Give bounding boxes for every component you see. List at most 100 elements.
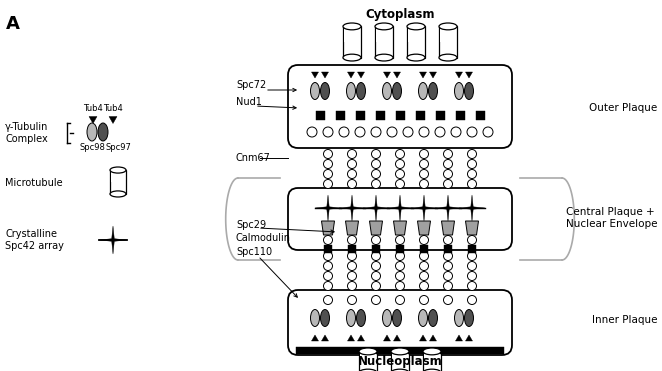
Circle shape <box>483 127 493 137</box>
Bar <box>439 26 457 58</box>
Polygon shape <box>312 335 318 341</box>
Circle shape <box>348 252 357 260</box>
Bar <box>110 170 126 194</box>
Circle shape <box>324 150 332 158</box>
Bar <box>348 245 356 253</box>
Bar <box>436 111 444 119</box>
Circle shape <box>395 272 404 280</box>
Polygon shape <box>435 195 461 221</box>
Circle shape <box>371 272 381 280</box>
Bar <box>296 347 504 354</box>
Circle shape <box>323 127 333 137</box>
Circle shape <box>371 180 381 188</box>
Circle shape <box>339 127 349 137</box>
Circle shape <box>467 262 477 270</box>
Circle shape <box>467 170 477 178</box>
Polygon shape <box>339 195 365 221</box>
Ellipse shape <box>455 309 463 326</box>
Text: Tub4: Tub4 <box>103 104 123 113</box>
Circle shape <box>395 295 404 305</box>
Circle shape <box>444 150 453 158</box>
Circle shape <box>395 160 404 168</box>
Bar <box>344 26 361 42</box>
Text: Nucleoplasm: Nucleoplasm <box>357 355 442 368</box>
Polygon shape <box>393 72 401 78</box>
Polygon shape <box>442 221 455 235</box>
Circle shape <box>355 127 365 137</box>
Circle shape <box>348 295 357 305</box>
Circle shape <box>419 127 429 137</box>
Polygon shape <box>99 226 127 254</box>
Circle shape <box>467 295 477 305</box>
Polygon shape <box>455 335 463 341</box>
Ellipse shape <box>439 54 457 61</box>
Ellipse shape <box>310 82 320 99</box>
Ellipse shape <box>343 54 361 61</box>
Polygon shape <box>411 195 437 221</box>
Circle shape <box>420 170 428 178</box>
Text: Crystalline
Spc42 array: Crystalline Spc42 array <box>5 229 64 251</box>
Circle shape <box>444 282 453 290</box>
Circle shape <box>387 127 397 137</box>
Circle shape <box>395 150 404 158</box>
Circle shape <box>444 272 453 280</box>
Text: Spc72: Spc72 <box>236 80 266 90</box>
Bar <box>336 111 344 119</box>
Ellipse shape <box>357 309 365 326</box>
Circle shape <box>420 160 428 168</box>
Ellipse shape <box>320 82 330 99</box>
Ellipse shape <box>393 82 401 99</box>
Circle shape <box>395 262 404 270</box>
Circle shape <box>324 295 332 305</box>
Circle shape <box>324 252 332 260</box>
Circle shape <box>348 236 357 244</box>
Ellipse shape <box>357 82 365 99</box>
Polygon shape <box>393 221 406 235</box>
Ellipse shape <box>465 309 473 326</box>
Polygon shape <box>369 221 383 235</box>
Polygon shape <box>430 72 436 78</box>
Bar <box>416 111 424 119</box>
Circle shape <box>395 282 404 290</box>
Circle shape <box>307 127 317 137</box>
Polygon shape <box>363 195 389 221</box>
Circle shape <box>324 160 332 168</box>
Polygon shape <box>109 116 117 124</box>
Text: Tub4: Tub4 <box>83 104 103 113</box>
Polygon shape <box>465 335 473 341</box>
Bar <box>391 351 408 362</box>
Circle shape <box>467 236 477 244</box>
Circle shape <box>420 252 428 260</box>
Circle shape <box>444 295 453 305</box>
Ellipse shape <box>383 309 391 326</box>
Circle shape <box>444 180 453 188</box>
Circle shape <box>348 180 357 188</box>
Circle shape <box>395 180 404 188</box>
Circle shape <box>467 127 477 137</box>
Ellipse shape <box>310 309 320 326</box>
Ellipse shape <box>375 23 393 30</box>
Text: Spc29: Spc29 <box>236 220 266 230</box>
Bar <box>395 111 404 119</box>
Ellipse shape <box>87 123 97 141</box>
Polygon shape <box>89 116 97 124</box>
Bar <box>468 245 476 253</box>
Circle shape <box>348 262 357 270</box>
Circle shape <box>371 262 381 270</box>
Polygon shape <box>465 221 479 235</box>
Circle shape <box>467 282 477 290</box>
Bar <box>396 245 404 253</box>
Circle shape <box>444 262 453 270</box>
Ellipse shape <box>110 167 126 173</box>
Circle shape <box>420 180 428 188</box>
Circle shape <box>467 272 477 280</box>
Ellipse shape <box>393 309 401 326</box>
Circle shape <box>467 180 477 188</box>
Circle shape <box>467 160 477 168</box>
Polygon shape <box>430 335 436 341</box>
Circle shape <box>371 170 381 178</box>
Polygon shape <box>322 221 334 235</box>
Circle shape <box>467 252 477 260</box>
Circle shape <box>371 295 381 305</box>
Circle shape <box>324 262 332 270</box>
